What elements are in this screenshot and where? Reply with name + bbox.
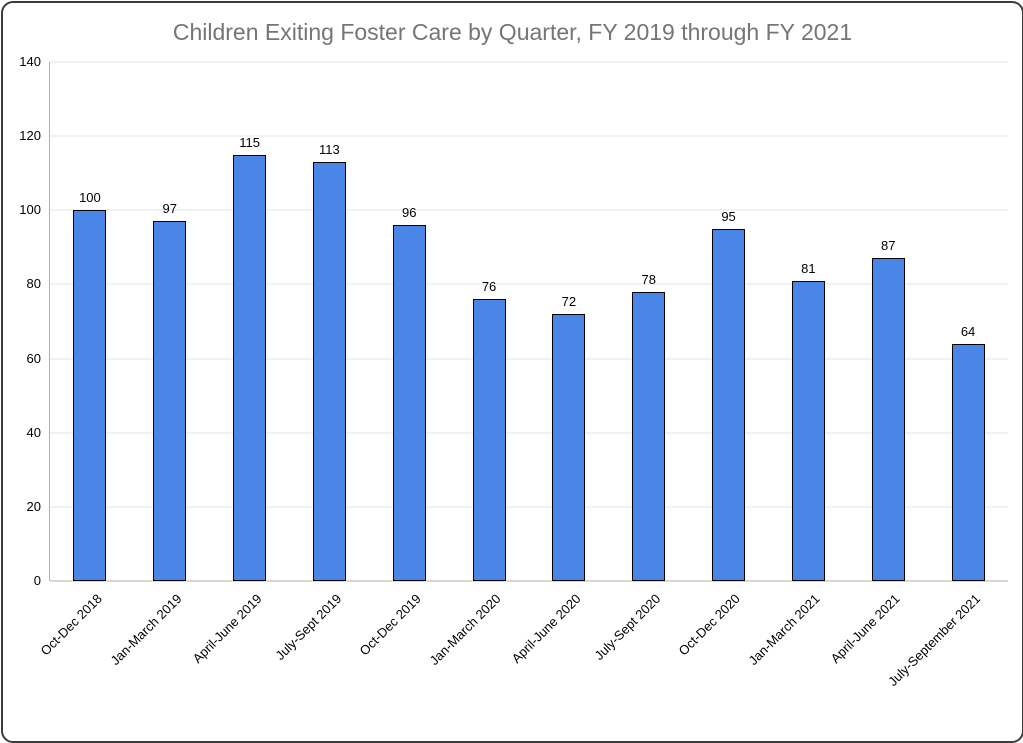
gridlines [50,61,1008,582]
x-tick-label: Jan-March 2019 [107,591,185,669]
x-tick-label: July-Sept 2019 [272,591,345,663]
bar [312,162,346,581]
bar [153,221,187,581]
gridline [50,432,1008,434]
bar-group: 81 [769,62,849,581]
bar [951,343,985,581]
gridline [50,61,1008,63]
x-tick-label: Jan-March 2021 [745,591,824,669]
bar [791,280,825,581]
y-tick-label: 0 [33,573,41,588]
bar [552,314,586,581]
x-tick-label: April-June 2020 [508,591,584,666]
bar-value-label: 72 [561,294,577,310]
x-tick-label: July-Sept 2020 [591,591,664,663]
x-tick-label: April-June 2021 [827,591,903,666]
gridline [50,506,1008,508]
bar [392,225,426,581]
bar-value-label: 115 [239,134,260,150]
x-tick-label: Oct-Dec 2020 [675,591,744,659]
y-axis-tick-labels: 0 20 40 60 80 100 120 140 [3,54,41,588]
y-tick-label: 120 [19,128,41,144]
bar-value-label: 96 [402,205,417,221]
bar-group: 72 [529,62,609,581]
y-tick-label: 20 [26,498,41,514]
gridline [50,135,1008,137]
x-tick-label: Oct-Dec 2019 [356,591,424,659]
bar-value-label: 100 [79,190,101,206]
bar-value-label: 81 [801,260,816,276]
gridline [50,358,1008,360]
y-tick-label: 140 [19,54,41,69]
bar [871,258,905,581]
bar-group: 76 [449,62,529,581]
chart-title: Children Exiting Foster Care by Quarter,… [172,19,853,45]
bar-group: 96 [369,62,449,581]
bars-container: 100 97 115 113 96 76 72 78 95 81 87 64 [50,62,1008,581]
bar-group: 78 [609,62,689,581]
bar-value-label: 113 [319,142,340,158]
bar-group: 64 [928,62,1008,581]
bar-value-label: 64 [960,323,976,339]
bar-group: 95 [689,62,769,581]
bar [233,154,267,581]
y-tick-label: 80 [26,276,41,292]
x-axis-tick-labels: Oct-Dec 2018 Jan-March 2019 April-June 201… [37,581,1007,741]
bar [632,291,666,581]
gridline [50,283,1008,285]
x-tick-label: Oct-Dec 2018 [37,591,105,659]
bar [73,210,107,581]
x-tick-label: July-September 2021 [884,591,983,689]
bar-group: 115 [210,62,290,581]
bar-group: 100 [50,62,130,581]
plot-area: 100 97 115 113 96 76 72 78 95 81 87 64 [49,61,1008,582]
bar-group: 97 [130,62,210,581]
y-tick-label: 40 [26,424,41,440]
bar-group: 113 [290,62,370,581]
bar [712,228,746,581]
bar-group: 87 [848,62,928,581]
x-axis-line [50,580,1008,582]
x-tick-label: Jan-March 2020 [426,591,504,669]
bar [472,299,506,581]
bar-value-label: 76 [481,279,497,295]
y-tick-label: 100 [19,202,41,218]
gridline [50,209,1008,211]
x-tick-label: April-June 2019 [189,591,265,666]
bar-value-label: 87 [881,238,896,254]
y-tick-label: 60 [26,350,41,366]
bar-value-label: 95 [721,208,736,224]
bar-value-label: 78 [641,271,656,287]
bar-value-label: 97 [162,201,177,217]
